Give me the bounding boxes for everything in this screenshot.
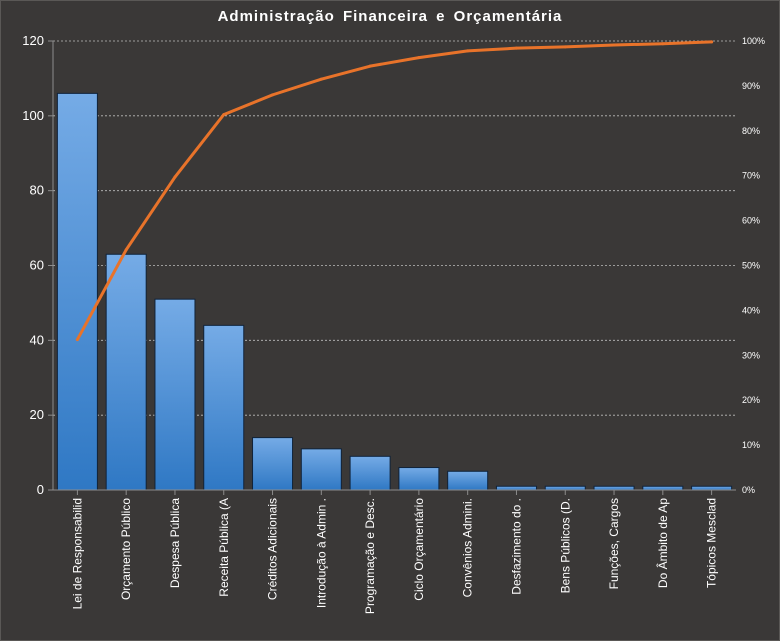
y2-tick-label: 70%: [742, 171, 760, 181]
line-point: [368, 64, 372, 68]
bar: [252, 437, 294, 491]
cumulative-percent-line: [75, 40, 714, 342]
line-point: [319, 77, 323, 81]
category-label: Introdução à Admin .: [314, 498, 328, 608]
y-tick-label: 80: [30, 183, 44, 198]
line-point: [75, 338, 79, 342]
bar: [642, 485, 684, 491]
category-label: Lei de Responsabilid: [70, 498, 84, 609]
bar: [105, 253, 147, 491]
bar: [398, 467, 440, 491]
y2-tick-label: 60%: [742, 216, 760, 226]
bars: [56, 92, 733, 491]
category-label: Convênios Admini.: [461, 498, 475, 597]
line-point: [173, 175, 177, 179]
line-point: [612, 43, 616, 47]
y2-tick-label: 50%: [742, 261, 760, 271]
y-tick-label: 40: [30, 332, 44, 347]
line-point: [661, 42, 665, 46]
chart-title: Administração Financeira e Orçamentária: [217, 8, 563, 25]
labels: 0 20 40 60 80 100 120 0% 10% 20% 30% 40% 50% 60% 70% 80…: [22, 33, 765, 614]
y-tick-label: 120: [22, 33, 44, 48]
bar: [593, 485, 635, 491]
category-label: Tópicos Mesclad: [705, 498, 719, 588]
y2-tick-label: 0%: [742, 485, 755, 495]
bar: [56, 92, 98, 491]
y2-tick-label: 30%: [742, 350, 760, 360]
category-label: Orçamento Público: [119, 498, 133, 600]
line-point: [710, 40, 714, 44]
line-point: [466, 49, 470, 53]
axes: [48, 40, 736, 495]
bar: [203, 324, 245, 491]
y2-tick-label: 40%: [742, 305, 760, 315]
y-tick-label: 20: [30, 407, 44, 422]
category-label: Bens Públicos (D.: [558, 498, 572, 593]
category-label: Receita Pública (A: [217, 498, 231, 597]
bar: [495, 485, 537, 491]
y-tick-label: 0: [37, 482, 44, 497]
bar: [691, 485, 733, 491]
category-label: Do Âmbito de Ap: [655, 498, 670, 588]
category-label: Funções, Cargos: [607, 498, 621, 589]
line-point: [514, 46, 518, 50]
bar: [447, 470, 489, 491]
category-label: Programação e Desc.: [363, 498, 377, 614]
category-label: Ciclo Orçamentário: [412, 498, 426, 601]
bar: [349, 455, 391, 491]
line-point: [124, 248, 128, 252]
category-label: Despesa Pública: [168, 498, 182, 588]
y-tick-label: 100: [22, 108, 44, 123]
category-label: Créditos Adicionais: [266, 498, 280, 600]
line-point: [417, 56, 421, 60]
y2-tick-label: 100%: [742, 36, 765, 46]
bar: [300, 448, 342, 491]
bar: [154, 298, 196, 491]
y2-tick-label: 90%: [742, 81, 760, 91]
cumulative-line: [75, 40, 714, 342]
line-point: [563, 45, 567, 49]
y2-tick-label: 20%: [742, 395, 760, 405]
y-tick-label: 60: [30, 258, 44, 273]
line-point: [222, 113, 226, 117]
bar: [544, 485, 586, 491]
category-label: Desfazimento do .: [509, 498, 523, 595]
line-point: [271, 93, 275, 97]
y2-tick-label: 10%: [742, 440, 760, 450]
y2-tick-label: 80%: [742, 126, 760, 136]
